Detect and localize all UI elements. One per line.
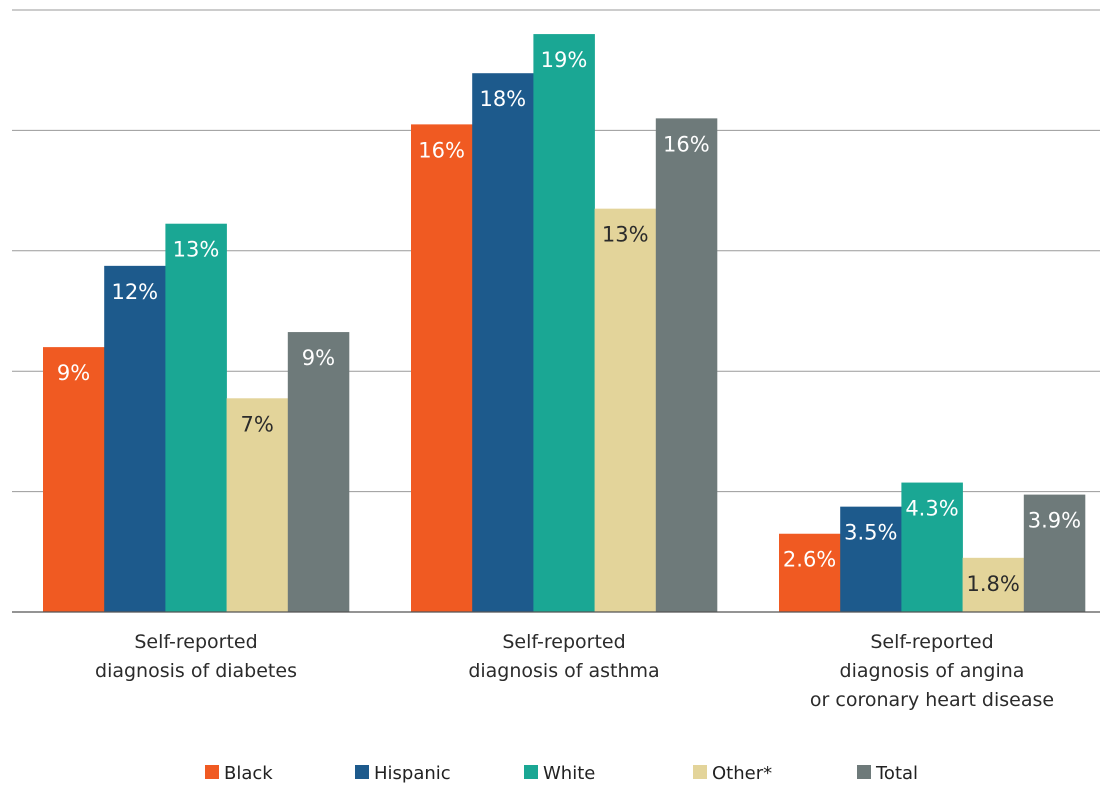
data-label: 4.3% xyxy=(905,497,958,521)
legend-swatch xyxy=(857,765,871,779)
category-label-line: Self-reported xyxy=(134,631,257,653)
legend-swatch xyxy=(355,765,369,779)
legend-label: Other* xyxy=(712,763,772,784)
category-label: Self-reported diagnosis of asthma xyxy=(468,631,659,682)
category-label-line: Self-reported xyxy=(502,631,625,653)
value-labels: 9% 16% 2.6% 12% 18% 3.5% 13% 19% 4.3% 7% 13% 1.8% 9%… xyxy=(57,48,1081,596)
bar-other xyxy=(226,398,289,612)
data-label: 13% xyxy=(173,238,220,262)
legend-label: Hispanic xyxy=(374,763,451,784)
data-label: 16% xyxy=(418,138,465,162)
category-label-line: or coronary heart disease xyxy=(810,689,1054,711)
bar-total xyxy=(287,332,350,612)
legend-label: Black xyxy=(224,763,273,784)
data-label: 13% xyxy=(602,223,649,247)
bar-white xyxy=(901,482,963,612)
bar-hispanic xyxy=(104,265,166,612)
bar-total xyxy=(1023,494,1086,612)
data-label: 19% xyxy=(541,48,588,72)
category-label-line: diagnosis of diabetes xyxy=(95,660,297,682)
bars xyxy=(43,34,1086,613)
legend-label: White xyxy=(543,763,595,784)
legend-swatch xyxy=(524,765,538,779)
category-label: Self-reported diagnosis of angina or coron… xyxy=(810,631,1054,711)
bar-hispanic xyxy=(472,73,534,612)
bar-black xyxy=(779,533,841,612)
data-label: 2.6% xyxy=(783,548,836,572)
legend: Black Hispanic White Other* Total xyxy=(205,763,918,784)
data-label: 16% xyxy=(663,132,710,156)
data-label: 3.5% xyxy=(844,521,897,545)
bar-other xyxy=(962,557,1025,612)
category-label-line: diagnosis of asthma xyxy=(468,660,659,682)
data-label: 9% xyxy=(302,346,335,370)
category-label-line: Self-reported xyxy=(870,631,993,653)
legend-swatch xyxy=(205,765,219,779)
category-label-line: diagnosis of angina xyxy=(840,660,1025,682)
bar-black xyxy=(411,124,473,612)
category-label: Self-reported diagnosis of diabetes xyxy=(95,631,297,682)
data-label: 1.8% xyxy=(967,572,1020,596)
bar-hispanic xyxy=(840,506,902,612)
bar-black xyxy=(43,347,105,612)
data-label: 9% xyxy=(57,361,90,385)
data-label: 12% xyxy=(111,280,158,304)
data-label: 7% xyxy=(241,412,274,436)
bar-white xyxy=(165,223,227,612)
category-labels: Self-reported diagnosis of diabetesSelf-r… xyxy=(95,631,1054,711)
bar-total xyxy=(655,118,718,613)
legend-label: Total xyxy=(875,763,918,784)
legend-swatch xyxy=(693,765,707,779)
data-label: 3.9% xyxy=(1028,509,1081,533)
data-label: 18% xyxy=(479,87,526,111)
bar-other xyxy=(594,208,657,612)
bar-white xyxy=(533,34,595,612)
